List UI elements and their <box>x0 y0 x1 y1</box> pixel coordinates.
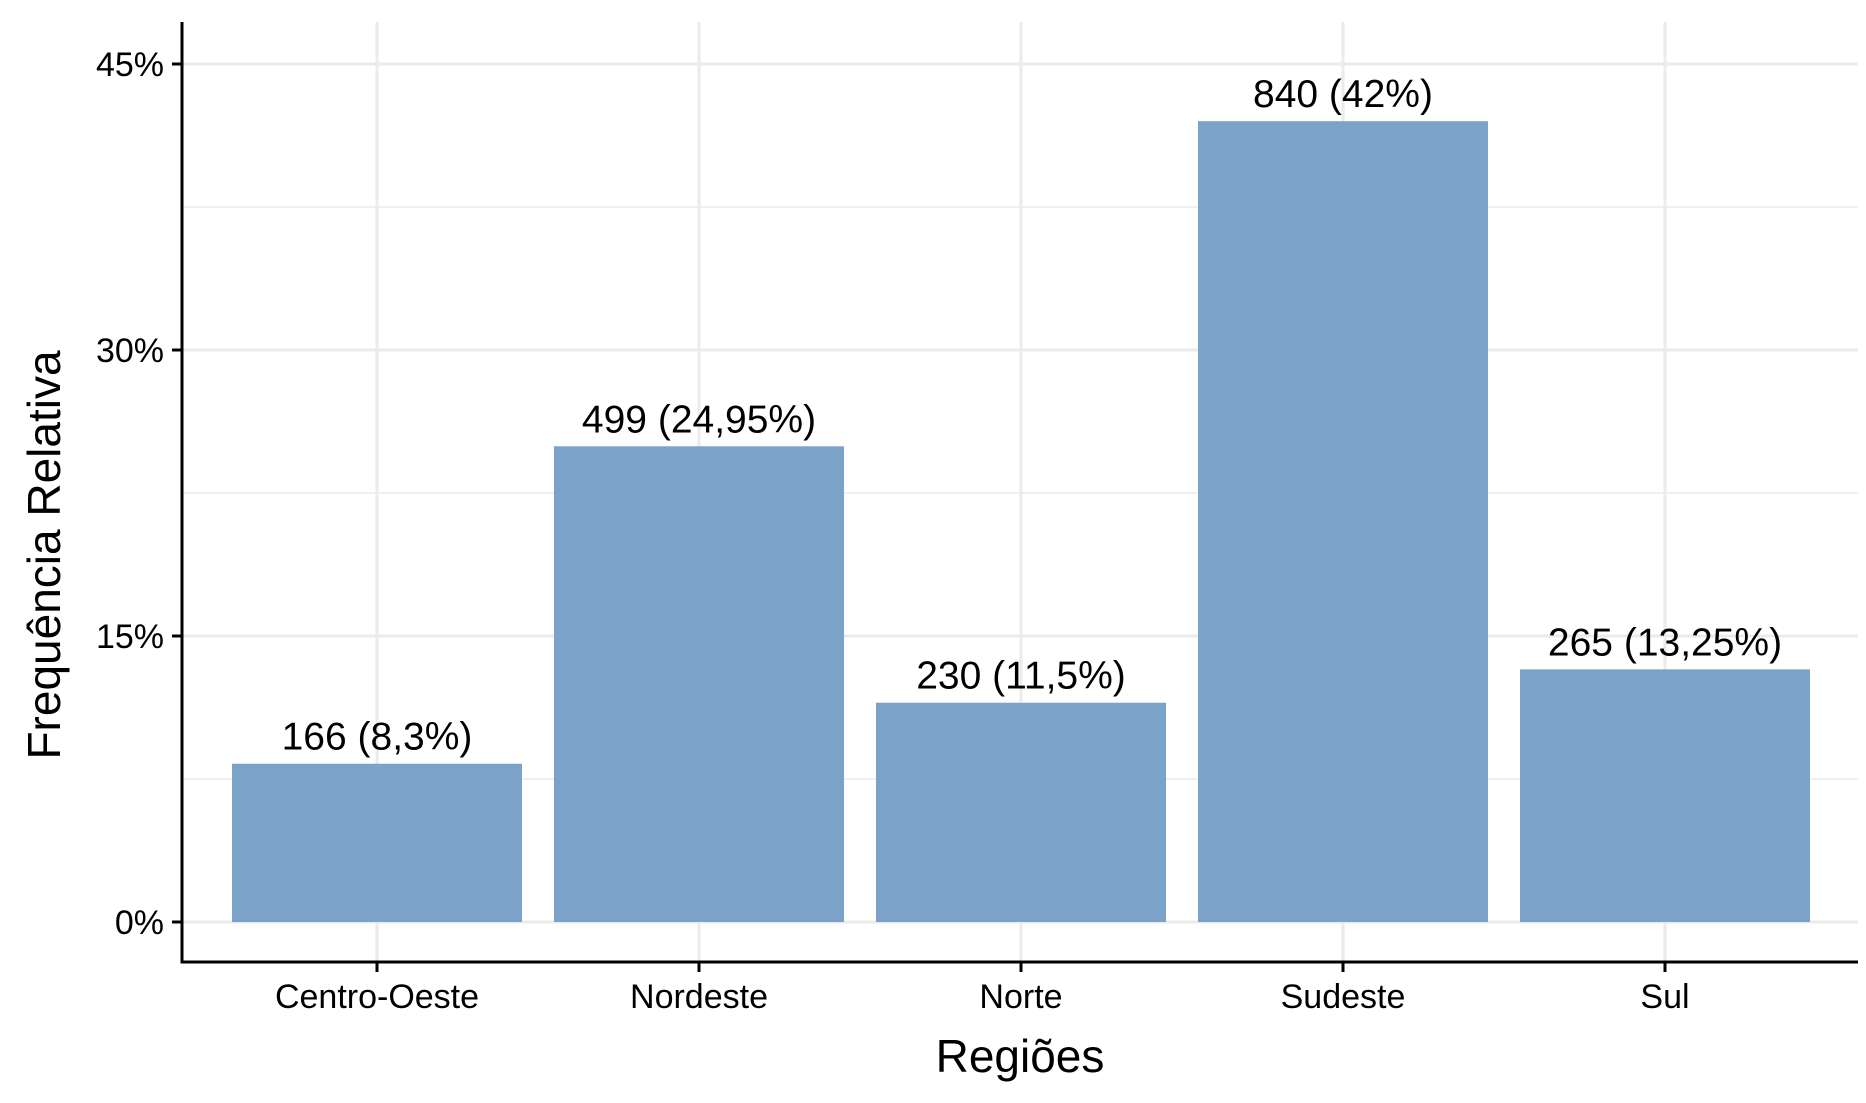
y-tick-label: 15% <box>96 618 164 656</box>
data-label: 499 (24,95%) <box>582 398 816 441</box>
label-layer: 166 (8,3%) 499 (24,95%) 230 (11,5%) 840 (42… <box>282 73 1782 759</box>
axis-layer: 0% 15% 30% 45% Centro-Oeste Nordeste Norte Sude… <box>96 22 1858 1016</box>
y-tick-label: 30% <box>96 332 164 370</box>
bar-nordeste <box>554 446 844 922</box>
y-tick-label: 45% <box>96 46 164 84</box>
x-tick-label: Nordeste <box>630 978 768 1016</box>
x-axis-title: Regiões <box>936 1030 1105 1082</box>
data-label: 230 (11,5%) <box>916 655 1126 698</box>
bar-sul <box>1520 669 1810 922</box>
data-label: 265 (13,25%) <box>1548 621 1782 664</box>
x-tick-label: Sul <box>1640 978 1689 1016</box>
bar-centro-oeste <box>232 763 522 922</box>
x-tick-label: Centro-Oeste <box>275 978 479 1016</box>
x-tick-label: Sudeste <box>1281 978 1406 1016</box>
bar-norte <box>876 702 1166 922</box>
bar-layer <box>232 121 1810 922</box>
y-axis-title: Frequência Relativa <box>18 350 70 760</box>
data-label: 166 (8,3%) <box>282 716 473 759</box>
data-label: 840 (42%) <box>1253 73 1433 116</box>
x-tick-label: Norte <box>979 978 1062 1016</box>
bar-sudeste <box>1198 121 1488 922</box>
y-tick-label: 0% <box>115 904 164 942</box>
